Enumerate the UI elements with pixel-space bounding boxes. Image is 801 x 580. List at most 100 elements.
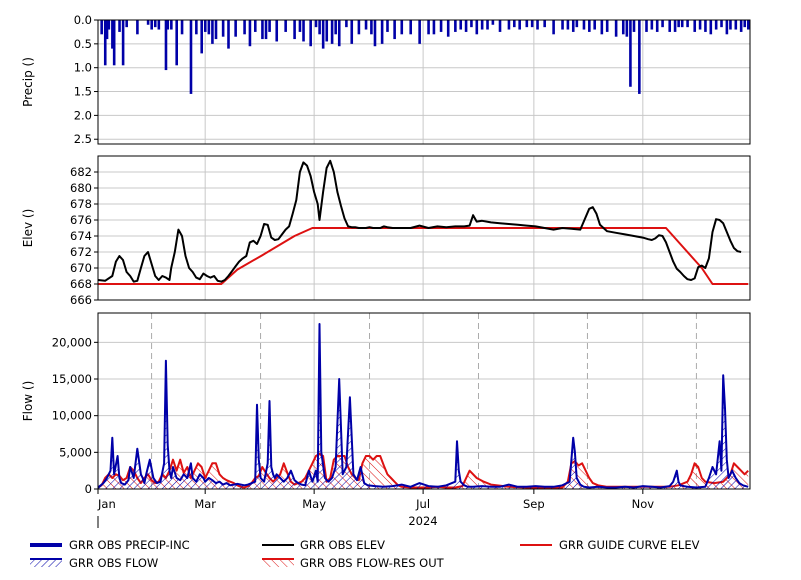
time-x-ticks: Jan Mar May Jul Sep Nov xyxy=(97,489,654,511)
precip-gridlines xyxy=(98,19,750,144)
elev-y-ticks: 666 668 670 672 674 676 678 680 682 xyxy=(70,165,98,307)
precip-y-ticks: 0.0 0.5 1.0 1.5 2.0 2.5 xyxy=(74,13,98,146)
precip-bar xyxy=(704,20,707,32)
precip-bar xyxy=(454,20,457,32)
flow-panel: 0 5,000 10,000 15,000 20,000 Jan Mar May Jul Sep… xyxy=(21,312,751,528)
precip-bar xyxy=(734,20,738,30)
precip-bar xyxy=(632,20,636,32)
legend-label-guide: GRR GUIDE CURVE ELEV xyxy=(559,538,700,552)
y-tick-label: 0.5 xyxy=(74,37,92,51)
precip-axis-title: Precip () xyxy=(21,57,35,107)
precip-bar xyxy=(625,20,629,37)
precip-bar xyxy=(525,20,529,28)
year-label: 2024 xyxy=(408,514,437,528)
precip-bar xyxy=(136,20,139,35)
precip-bar xyxy=(105,20,109,40)
y-tick-label: 678 xyxy=(70,197,92,211)
precip-bar xyxy=(170,20,173,30)
precip-bar xyxy=(498,20,502,32)
flow-areas xyxy=(97,323,749,489)
precip-bar xyxy=(614,20,618,37)
precip-bar xyxy=(698,20,702,30)
flow-line xyxy=(97,323,749,489)
precip-bar xyxy=(561,20,564,30)
precip-bar xyxy=(318,20,321,35)
precip-bar xyxy=(709,20,713,35)
elev-axis-title: Elev () xyxy=(21,209,35,248)
precip-plot-frame xyxy=(97,19,751,145)
precip-bar xyxy=(275,20,279,42)
precip-bar xyxy=(680,20,684,28)
precip-bar xyxy=(298,20,302,32)
precip-bar xyxy=(439,20,443,32)
elev-plot-frame xyxy=(97,155,751,301)
precip-bar xyxy=(650,20,654,30)
precip-bar xyxy=(121,20,125,66)
precip-bar xyxy=(693,20,697,32)
y-tick-label: 682 xyxy=(70,165,92,179)
x-tick-label: May xyxy=(302,497,326,511)
precip-bar xyxy=(125,20,128,28)
legend-item-res-out: GRR OBS FLOW-RES OUT xyxy=(262,556,445,570)
y-tick-label: 674 xyxy=(70,229,92,243)
precip-panel: 0.0 0.5 1.0 1.5 2.0 2.5 Precip () xyxy=(21,13,751,146)
precip-bar xyxy=(157,20,161,30)
y-tick-label: 0.0 xyxy=(74,13,92,27)
precip-bar xyxy=(673,20,677,32)
y-tick-label: 680 xyxy=(70,181,92,195)
precip-bar xyxy=(386,20,389,32)
precip-bar xyxy=(593,20,596,30)
legend-item-elev: GRR OBS ELEV xyxy=(262,538,385,552)
legend-label-res-out: GRR OBS FLOW-RES OUT xyxy=(300,556,445,570)
precip-bar xyxy=(261,20,264,40)
precip-bar xyxy=(409,20,413,35)
legend-item-flow: GRR OBS FLOW xyxy=(30,556,158,570)
precip-bar xyxy=(507,20,511,30)
precip-bar xyxy=(464,20,468,32)
precip-bar xyxy=(530,20,534,28)
precip-bar xyxy=(475,20,479,35)
precip-bar xyxy=(243,20,246,35)
y-tick-label: 670 xyxy=(70,261,92,275)
precip-bar xyxy=(321,20,325,49)
precip-bar xyxy=(214,20,218,40)
y-tick-label: 672 xyxy=(70,245,92,259)
precip-bar xyxy=(380,20,384,44)
y-tick-label: 20,000 xyxy=(52,335,92,349)
precip-bar xyxy=(714,20,718,30)
precip-bar xyxy=(293,20,296,40)
y-tick-label: 676 xyxy=(70,213,92,227)
precip-bar xyxy=(486,20,489,30)
legend: GRR OBS PRECIP-INC GRR OBS ELEV GRR GUID… xyxy=(30,538,700,570)
precip-bar xyxy=(400,20,404,35)
precip-bar xyxy=(552,20,555,35)
precip-bar xyxy=(470,20,473,28)
precip-bar xyxy=(111,20,114,49)
y-tick-label: 2.0 xyxy=(74,108,92,122)
precip-bar xyxy=(207,20,211,35)
legend-swatch-res-out xyxy=(262,559,294,567)
legend-label-flow: GRR OBS FLOW xyxy=(69,556,158,570)
x-tick-label: Sep xyxy=(523,497,545,511)
flow-axis-title: Flow () xyxy=(21,381,35,422)
precip-bar xyxy=(234,20,237,37)
legend-swatch-flow xyxy=(30,559,62,567)
precip-bar xyxy=(203,20,207,32)
legend-label-precip: GRR OBS PRECIP-INC xyxy=(69,538,190,552)
precip-bar xyxy=(330,20,334,44)
precip-bar xyxy=(418,20,421,44)
precip-bar xyxy=(588,20,591,32)
precip-bar xyxy=(543,20,546,28)
precip-bar xyxy=(743,20,747,28)
precip-bar xyxy=(118,20,121,32)
precip-bar xyxy=(571,20,575,32)
x-tick-label: Nov xyxy=(632,497,655,511)
legend-item-precip: GRR OBS PRECIP-INC xyxy=(30,538,190,552)
legend-item-guide: GRR GUIDE CURVE ELEV xyxy=(520,538,700,552)
precip-bar xyxy=(432,20,436,35)
precip-bar xyxy=(284,20,287,32)
precip-bar xyxy=(166,20,170,30)
y-tick-label: 2.5 xyxy=(74,132,92,146)
y-tick-label: 10,000 xyxy=(52,409,92,423)
